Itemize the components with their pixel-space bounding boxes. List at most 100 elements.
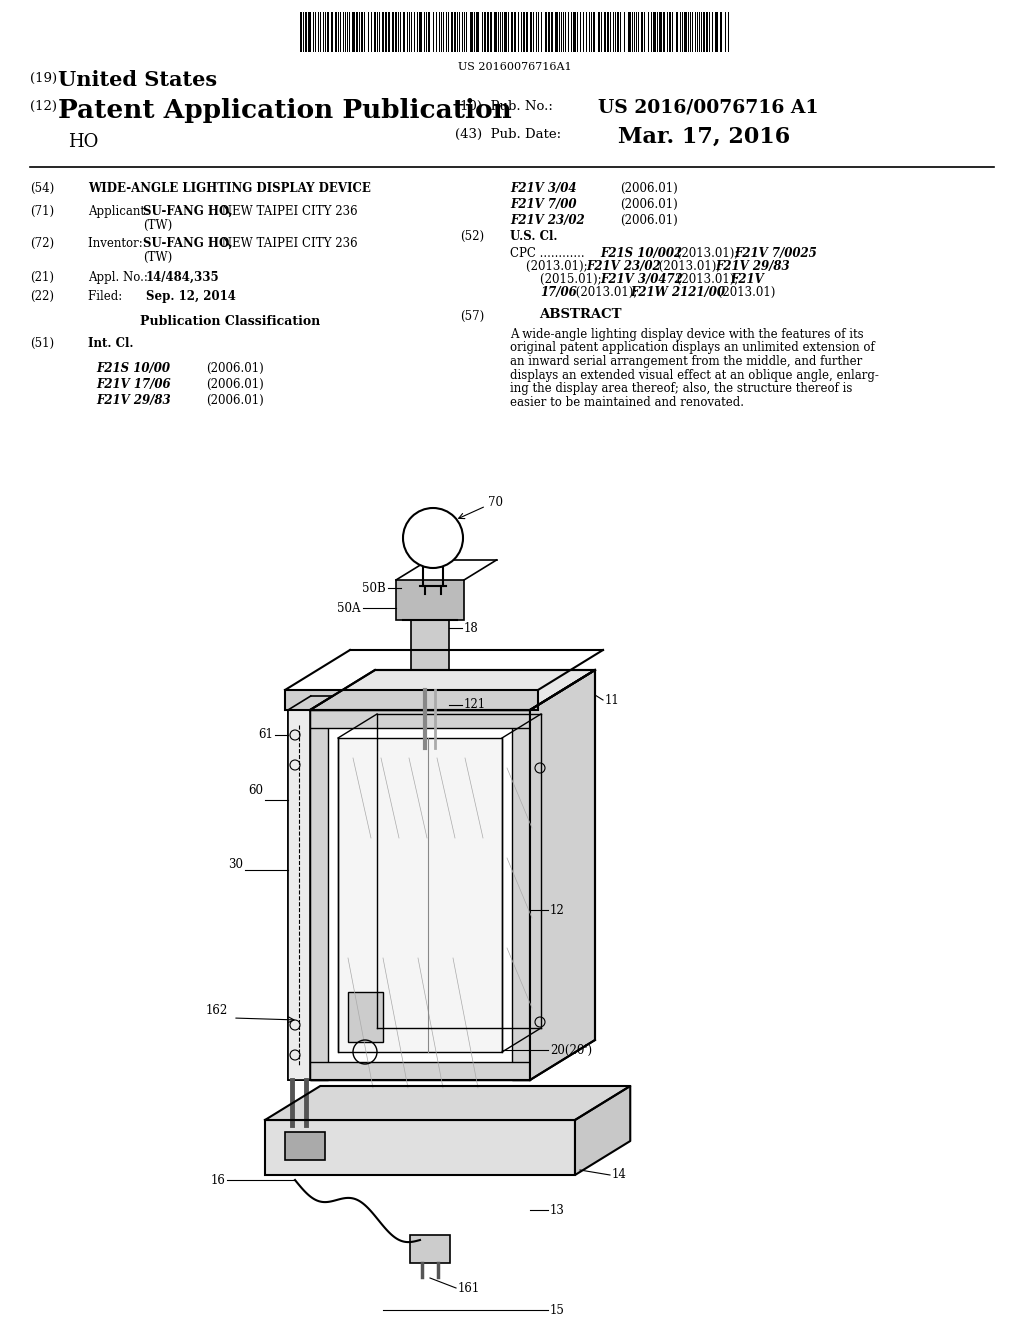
- Bar: [310, 1063, 530, 1080]
- Text: (2013.01);: (2013.01);: [673, 247, 742, 260]
- Text: 162: 162: [206, 1003, 228, 1016]
- Text: United States: United States: [58, 70, 217, 90]
- Text: (2006.01): (2006.01): [206, 378, 264, 391]
- Bar: [703, 12, 705, 51]
- Bar: [285, 1133, 325, 1160]
- Bar: [300, 12, 302, 51]
- Text: NEW TAIPEI CITY 236: NEW TAIPEI CITY 236: [218, 238, 357, 249]
- Text: 11: 11: [605, 693, 620, 706]
- Text: (10)  Pub. No.:: (10) Pub. No.:: [455, 100, 553, 114]
- Text: original patent application displays an unlimited extension of: original patent application displays an …: [510, 342, 874, 355]
- Text: Filed:: Filed:: [88, 290, 148, 304]
- Bar: [604, 12, 606, 51]
- Bar: [265, 1119, 575, 1175]
- Text: 13: 13: [550, 1204, 565, 1217]
- Bar: [410, 1236, 450, 1263]
- Text: F21V 3/04: F21V 3/04: [510, 182, 577, 195]
- Bar: [659, 12, 662, 51]
- Text: (2006.01): (2006.01): [206, 362, 264, 375]
- Bar: [285, 690, 538, 710]
- Bar: [335, 12, 337, 51]
- Text: Appl. No.:: Appl. No.:: [88, 271, 152, 284]
- Bar: [356, 12, 358, 51]
- Bar: [653, 12, 656, 51]
- Text: (21): (21): [30, 271, 54, 284]
- Text: (22): (22): [30, 290, 54, 304]
- Text: F21V 23/02: F21V 23/02: [510, 214, 585, 227]
- Text: 15: 15: [550, 1304, 565, 1316]
- Text: Mar. 17, 2016: Mar. 17, 2016: [618, 125, 791, 148]
- Text: F21S 10/002: F21S 10/002: [600, 247, 682, 260]
- Bar: [514, 12, 516, 51]
- Text: 20(20'): 20(20'): [550, 1044, 592, 1056]
- Text: 30: 30: [228, 858, 243, 871]
- Bar: [265, 1119, 575, 1175]
- Bar: [385, 12, 387, 51]
- Bar: [484, 12, 486, 51]
- Text: US 2016/0076716 A1: US 2016/0076716 A1: [598, 98, 818, 116]
- Text: Patent Application Publication: Patent Application Publication: [58, 98, 512, 123]
- Text: (2006.01): (2006.01): [620, 182, 678, 195]
- Bar: [494, 12, 497, 51]
- Bar: [374, 12, 376, 51]
- Text: 14: 14: [612, 1168, 627, 1181]
- Text: (TW): (TW): [143, 219, 172, 232]
- Bar: [338, 738, 502, 1052]
- Bar: [396, 579, 464, 620]
- Text: 60: 60: [248, 784, 263, 796]
- Bar: [598, 12, 600, 51]
- Text: F21V 29/83: F21V 29/83: [715, 260, 790, 273]
- Text: (2006.01): (2006.01): [206, 393, 264, 407]
- Text: (2013.01);: (2013.01);: [655, 260, 724, 273]
- Bar: [669, 12, 671, 51]
- Text: displays an extended visual effect at an oblique angle, enlarg-: displays an extended visual effect at an…: [510, 368, 879, 381]
- Text: 16: 16: [210, 1173, 225, 1187]
- Bar: [512, 710, 530, 1080]
- Text: (2013.01);: (2013.01);: [572, 286, 641, 300]
- Text: (54): (54): [30, 182, 54, 195]
- Text: 161: 161: [458, 1282, 480, 1295]
- Bar: [411, 620, 449, 671]
- Bar: [285, 1133, 325, 1160]
- Bar: [451, 12, 453, 51]
- Text: (2013.01);: (2013.01);: [673, 273, 742, 286]
- Bar: [720, 12, 722, 51]
- Text: (12): (12): [30, 100, 57, 114]
- Text: F21V 17/06: F21V 17/06: [96, 378, 171, 391]
- Text: (2013.01): (2013.01): [714, 286, 775, 300]
- Bar: [348, 993, 383, 1041]
- Bar: [593, 12, 595, 51]
- Bar: [684, 12, 687, 51]
- Text: 121: 121: [464, 698, 486, 711]
- Bar: [338, 738, 502, 1052]
- Bar: [490, 12, 492, 51]
- Text: (52): (52): [460, 230, 484, 243]
- Text: Applicant:: Applicant:: [88, 205, 153, 218]
- Bar: [392, 12, 394, 51]
- Bar: [285, 690, 538, 710]
- Text: U.S. Cl.: U.S. Cl.: [510, 230, 557, 243]
- Bar: [310, 710, 530, 729]
- Bar: [396, 579, 464, 620]
- Text: an inward serial arrangement from the middle, and further: an inward serial arrangement from the mi…: [510, 355, 862, 368]
- Text: Sep. 12, 2014: Sep. 12, 2014: [146, 290, 236, 304]
- Bar: [288, 710, 310, 1080]
- Bar: [504, 12, 507, 51]
- Text: (51): (51): [30, 337, 54, 350]
- Text: SU-FANG HO,: SU-FANG HO,: [143, 238, 232, 249]
- Text: (19): (19): [30, 73, 57, 84]
- Text: ABSTRACT: ABSTRACT: [539, 308, 622, 321]
- Bar: [555, 12, 558, 51]
- Text: NEW TAIPEI CITY 236: NEW TAIPEI CITY 236: [218, 205, 357, 218]
- Bar: [607, 12, 609, 51]
- Bar: [382, 12, 384, 51]
- Bar: [288, 710, 310, 1080]
- Text: SU-FANG HO,: SU-FANG HO,: [143, 205, 232, 218]
- Text: 70: 70: [488, 496, 503, 510]
- Polygon shape: [575, 1086, 630, 1175]
- Text: 61: 61: [258, 729, 273, 742]
- Bar: [348, 993, 383, 1041]
- Text: (2013.01);: (2013.01);: [526, 260, 592, 273]
- Bar: [419, 12, 422, 51]
- Bar: [617, 12, 618, 51]
